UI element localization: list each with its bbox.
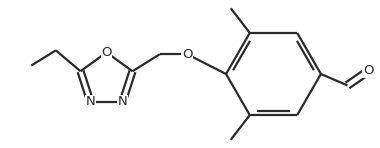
- Text: N: N: [86, 95, 95, 108]
- Text: O: O: [182, 48, 192, 61]
- Text: O: O: [101, 46, 112, 59]
- Text: O: O: [363, 65, 374, 77]
- Text: N: N: [118, 95, 127, 108]
